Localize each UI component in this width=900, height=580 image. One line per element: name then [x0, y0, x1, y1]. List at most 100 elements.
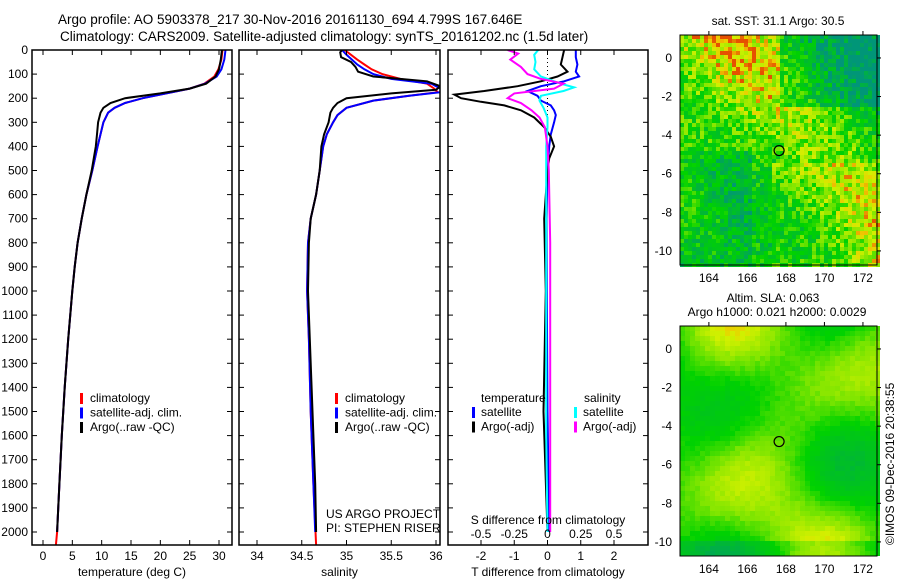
sst-cell: [824, 231, 828, 235]
sst-cell: [872, 59, 876, 63]
sst-cell: [856, 151, 860, 155]
sla-cell: [725, 396, 730, 401]
sla-cell: [830, 496, 835, 501]
sst-cell: [736, 211, 740, 215]
sst-cell: [840, 255, 844, 259]
sst-cell: [796, 259, 800, 263]
sla-cell: [780, 531, 785, 536]
sst-cell: [840, 187, 844, 191]
sst-cell: [680, 123, 684, 127]
sla-cell: [790, 371, 795, 376]
sst-cell: [864, 123, 868, 127]
map-lat-label: -6: [661, 167, 672, 181]
sla-cell: [690, 506, 695, 511]
sst-cell: [864, 259, 868, 263]
sla-cell: [710, 371, 715, 376]
sst-cell: [716, 179, 720, 183]
sla-cell: [870, 471, 875, 476]
x-tick-label: 5: [69, 549, 76, 563]
sla-cell: [735, 341, 740, 346]
sla-cell: [695, 326, 700, 331]
sst-cell: [852, 207, 856, 211]
sla-cell: [775, 541, 780, 546]
sst-cell: [804, 71, 808, 75]
sst-cell: [696, 127, 700, 131]
sst-cell: [716, 211, 720, 215]
sla-cell: [750, 506, 755, 511]
sst-cell: [776, 103, 780, 107]
sst-cell: [748, 67, 752, 71]
sst-cell: [736, 175, 740, 179]
sst-cell: [732, 147, 736, 151]
sst-cell: [832, 159, 836, 163]
sla-cell: [760, 456, 765, 461]
sst-cell: [744, 247, 748, 251]
sst-cell: [876, 215, 880, 219]
sla-cell: [725, 376, 730, 381]
sst-cell: [832, 59, 836, 63]
sst-cell: [736, 87, 740, 91]
sla-cell: [790, 411, 795, 416]
sst-cell: [764, 131, 768, 135]
sst-cell: [744, 131, 748, 135]
sla-cell: [755, 376, 760, 381]
sst-cell: [680, 35, 684, 39]
sst-cell: [792, 127, 796, 131]
sst-cell: [836, 95, 840, 99]
sla-cell: [810, 461, 815, 466]
sst-cell: [796, 155, 800, 159]
sla-cell: [810, 546, 815, 551]
sla-cell: [680, 441, 685, 446]
sla-cell: [825, 346, 830, 351]
sst-cell: [796, 207, 800, 211]
sla-cell: [775, 381, 780, 386]
sst-cell: [752, 143, 756, 147]
sst-cell: [864, 175, 868, 179]
sst-cell: [728, 131, 732, 135]
sla-cell: [705, 456, 710, 461]
series-line-argo-raw-qc-: [56, 50, 223, 533]
sst-cell: [684, 167, 688, 171]
sst-cell: [848, 147, 852, 151]
sla-cell: [765, 396, 770, 401]
sst-cell: [792, 87, 796, 91]
sst-cell: [740, 147, 744, 151]
sst-cell: [800, 123, 804, 127]
sla-cell: [870, 501, 875, 506]
sst-cell: [772, 259, 776, 263]
sst-cell: [784, 67, 788, 71]
sla-cell: [835, 421, 840, 426]
sla-cell: [735, 401, 740, 406]
sst-cell: [860, 131, 864, 135]
sla-cell: [830, 451, 835, 456]
sst-cell: [844, 191, 848, 195]
sst-cell: [768, 179, 772, 183]
sst-cell: [852, 83, 856, 87]
sst-cell: [696, 155, 700, 159]
sst-cell: [696, 95, 700, 99]
sla-cell: [795, 376, 800, 381]
sst-cell: [688, 207, 692, 211]
sst-cell: [820, 223, 824, 227]
sla-cell: [795, 526, 800, 531]
sst-cell: [752, 35, 756, 39]
sla-cell: [710, 396, 715, 401]
sst-cell: [708, 235, 712, 239]
sst-cell: [824, 151, 828, 155]
sst-cell: [732, 239, 736, 243]
sla-cell: [775, 416, 780, 421]
sst-cell: [704, 159, 708, 163]
sla-cell: [790, 416, 795, 421]
sla-cell: [775, 391, 780, 396]
sla-cell: [810, 351, 815, 356]
sla-cell: [820, 481, 825, 486]
sst-cell: [696, 55, 700, 59]
sst-cell: [852, 147, 856, 151]
sla-cell: [845, 341, 850, 346]
sst-cell: [688, 143, 692, 147]
sst-cell: [872, 43, 876, 47]
sst-cell: [708, 51, 712, 55]
sla-cell: [755, 341, 760, 346]
sst-cell: [800, 159, 804, 163]
sst-cell: [840, 83, 844, 87]
